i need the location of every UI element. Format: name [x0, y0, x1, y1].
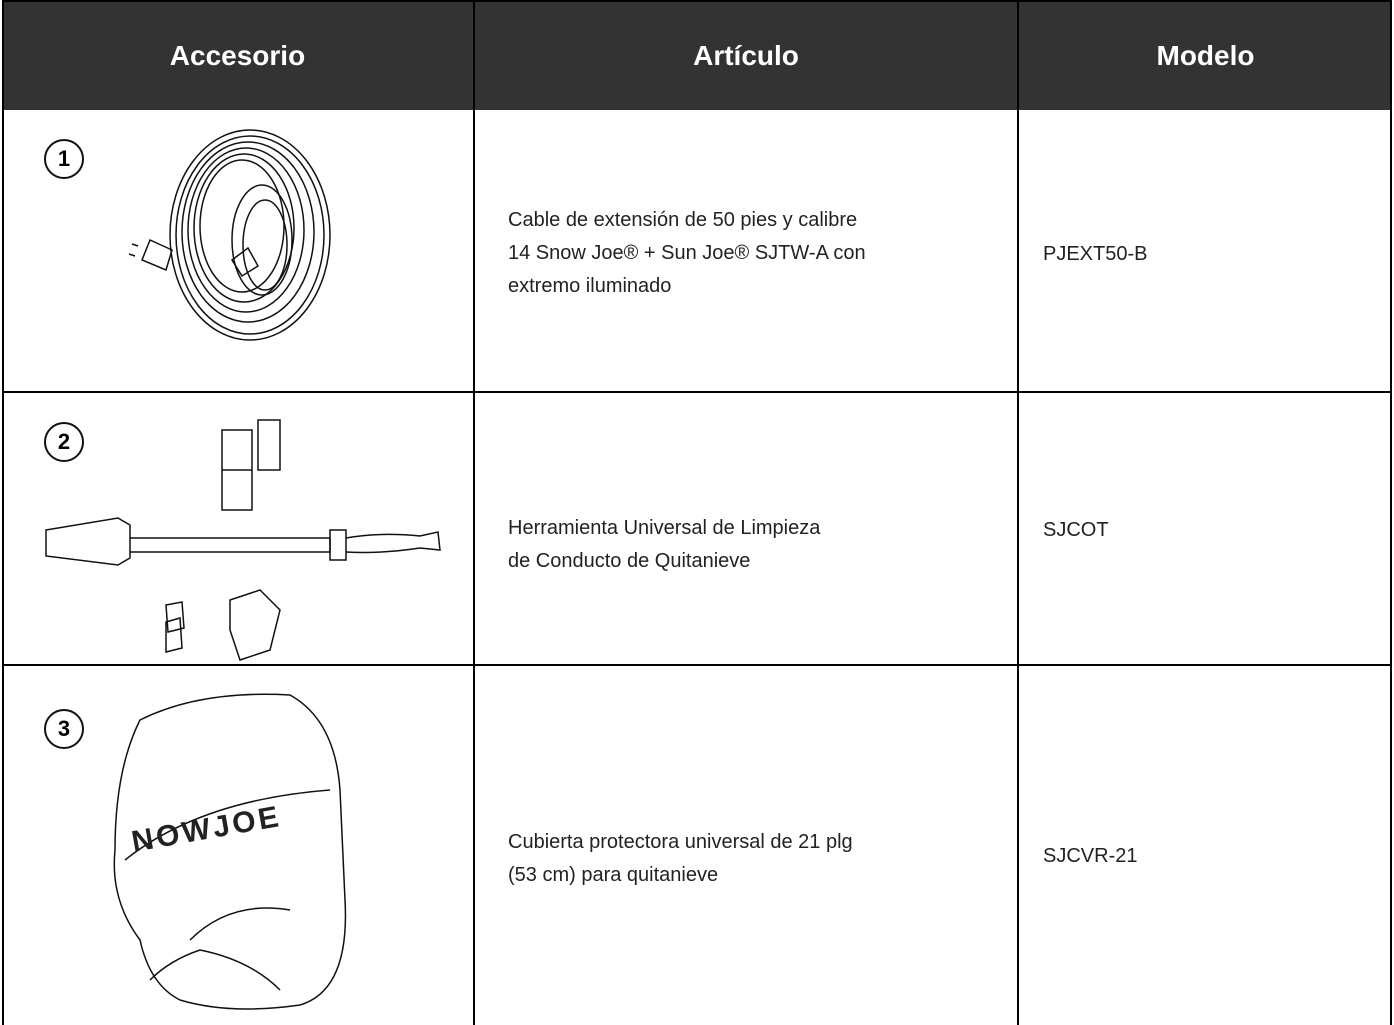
row-number: 1 [44, 139, 84, 179]
border [2, 391, 1392, 393]
border [473, 2, 475, 1025]
item-line: (53 cm) para quitanieve [508, 864, 719, 886]
model-text: PJEXT50-B [1043, 243, 1148, 265]
row-number: 3 [44, 709, 84, 749]
item-line: Cable de extensión de 50 pies y calibre [508, 209, 858, 231]
item-line: de Conducto de Quitanieve [508, 550, 751, 572]
cover-illustration [113, 693, 347, 1010]
item-text: Cubierta protectora universal de 21 plg … [508, 826, 853, 892]
cable-illustration [128, 129, 331, 341]
model-text: SJCOT [1043, 519, 1109, 541]
header-cell: Artículo [475, 2, 1017, 110]
item-text: Herramienta Universal de Limpieza de Con… [508, 512, 820, 578]
border [1017, 2, 1019, 1025]
illustrations [45, 129, 441, 1010]
border [1390, 2, 1392, 1025]
item-text: Cable de extensión de 50 pies y calibre … [508, 204, 866, 303]
item-line: Herramienta Universal de Limpieza [508, 517, 821, 539]
header-cell: Accesorio [2, 2, 473, 110]
tool-illustration [45, 419, 441, 661]
item-line: 14 Snow Joe® + Sun Joe® SJTW-A con [508, 242, 866, 264]
border [2, 2, 4, 1025]
row-number: 2 [44, 422, 84, 462]
header-cell: Modelo [1019, 2, 1392, 110]
model-text: SJCVR-21 [1043, 845, 1138, 867]
item-line: Cubierta protectora universal de 21 plg [508, 831, 853, 853]
item-line: extremo iluminado [508, 275, 672, 297]
border [2, 664, 1392, 666]
border [2, 0, 1392, 2]
